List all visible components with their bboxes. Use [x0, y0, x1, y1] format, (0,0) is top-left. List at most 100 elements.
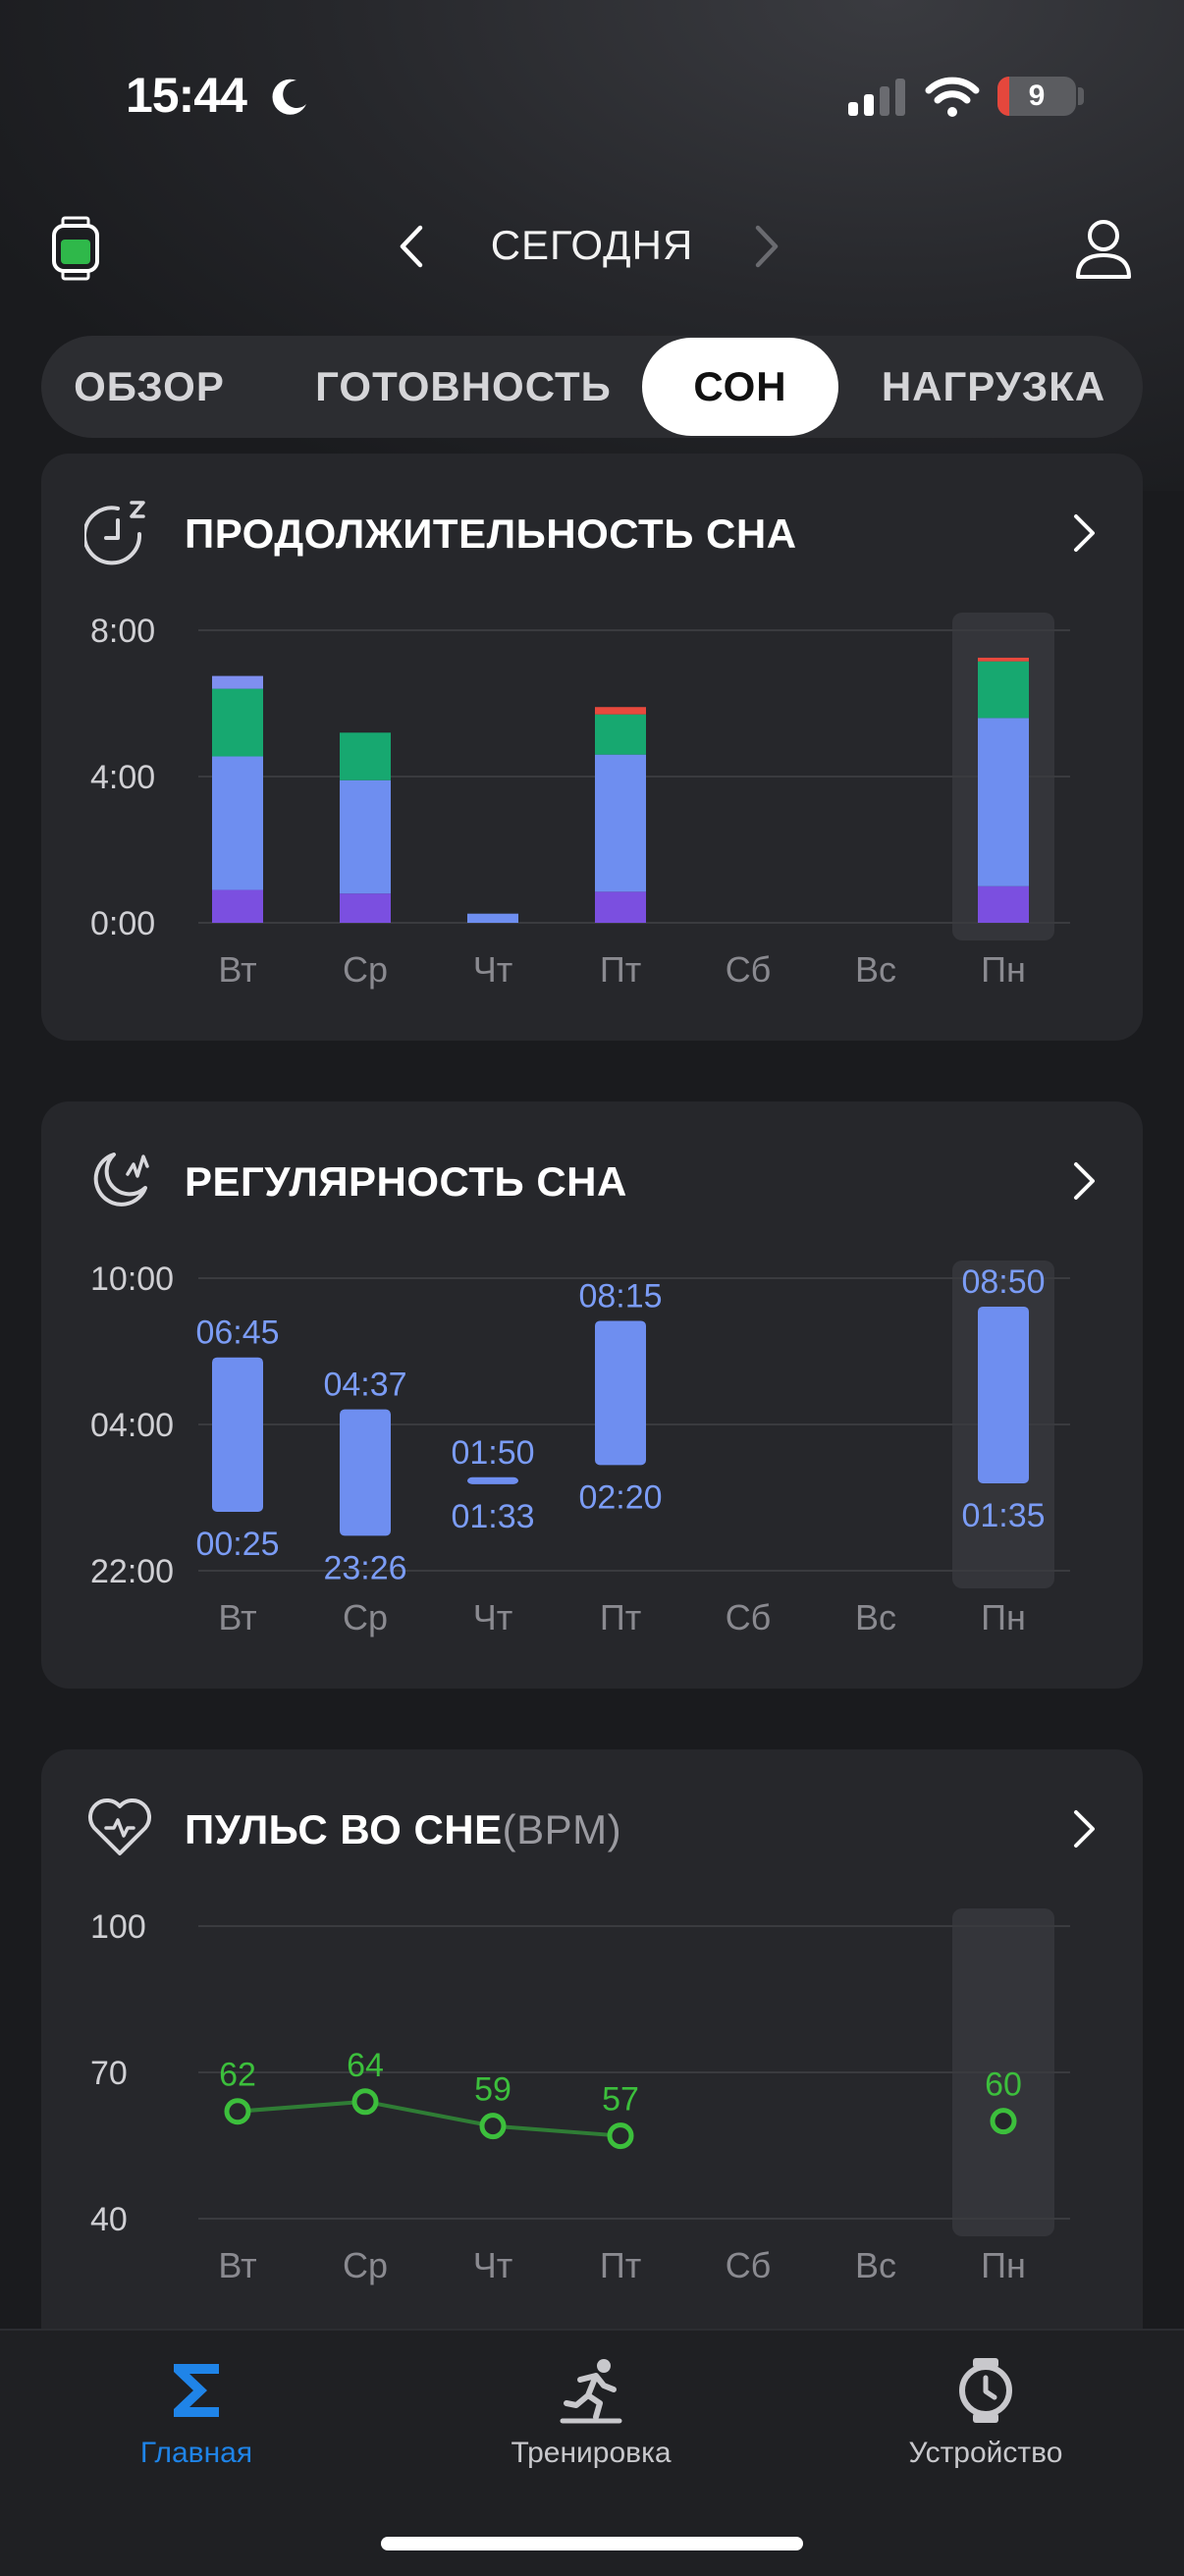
pulse-value-label: 59: [474, 2071, 511, 2109]
data-label-end: 08:50: [961, 1263, 1045, 1301]
card-title-unit: (BPM): [502, 1806, 622, 1852]
x-tick-label: Пт: [600, 2245, 641, 2285]
x-tick-label: Вс: [855, 2245, 896, 2285]
x-tick-label: Чт: [473, 2245, 512, 2285]
pulse-value-label: 57: [602, 2081, 639, 2119]
pulse-point: [351, 2088, 379, 2116]
sleep-duration-card[interactable]: ПРОДОЛЖИТЕЛЬНОСТЬ СНА 8:00 4:00 0:00 Вт Ср Чт…: [41, 454, 1143, 1041]
x-tick-label: Пн: [981, 949, 1026, 990]
duration-bar-segment: [595, 754, 646, 892]
sigma-icon: [174, 2364, 219, 2417]
duration-bar-segment: [595, 707, 646, 715]
chevron-right-icon[interactable]: [1072, 512, 1098, 554]
pulse-line-segment: [364, 2099, 494, 2128]
duration-bar-segment: [978, 661, 1029, 719]
sleep-regularity-chart: 10:00 04:00 22:00 06:45 00:25 04:37 23:26 01:50…: [90, 1261, 1070, 1637]
pulse-point: [990, 2108, 1017, 2135]
battery-indicator: 9: [997, 77, 1076, 116]
regularity-bar: [978, 1306, 1029, 1484]
duration-bar-segment: [595, 891, 646, 923]
chevron-right-icon[interactable]: [752, 224, 781, 269]
regularity-bar: [212, 1357, 263, 1512]
x-tick-label: Пт: [600, 1597, 641, 1637]
duration-bar-segment: [340, 732, 391, 780]
wifi-icon: [925, 77, 980, 117]
x-tick-label: Чт: [473, 1597, 512, 1637]
x-tick-label: Пн: [981, 2245, 1026, 2285]
regularity-bar: [595, 1320, 646, 1466]
card-title: РЕГУЛЯРНОСТЬ СНА: [185, 1158, 627, 1205]
x-tick-label: Ср: [343, 1597, 388, 1637]
duration-bar-segment: [340, 893, 391, 923]
bottom-navigation: Главная Тренировка Устройство: [0, 2329, 1184, 2576]
card-title: ПУЛЬС ВО СНЕ(BPM): [185, 1806, 621, 1853]
card-title: ПРОДОЛЖИТЕЛЬНОСТЬ СНА: [185, 510, 797, 557]
pulse-value-label: 62: [219, 2057, 256, 2094]
chevron-right-icon[interactable]: [1072, 1808, 1098, 1850]
sleep-pulse-card[interactable]: ПУЛЬС ВО СНЕ(BPM) 100 70 40 62 64 59 57 60 Вт Ср Ч…: [41, 1749, 1143, 2358]
y-tick-label: 8:00: [90, 613, 155, 650]
home-indicator: [381, 2537, 803, 2550]
x-tick-label: Сб: [726, 949, 772, 990]
duration-bar-segment: [595, 714, 646, 755]
data-label-start: 01:33: [451, 1498, 534, 1535]
chevron-right-icon[interactable]: [1072, 1160, 1098, 1202]
regularity-bar: [340, 1409, 391, 1536]
tab-load[interactable]: НАГРУЗКА: [881, 363, 1106, 409]
y-tick-label: 40: [90, 2201, 128, 2238]
moon-icon: [272, 79, 306, 115]
x-tick-label: Чт: [473, 949, 512, 990]
y-tick-label: 0:00: [90, 905, 155, 942]
watch-battery-icon[interactable]: [51, 216, 100, 281]
x-tick-label: Сб: [726, 1597, 772, 1637]
x-tick-label: Ср: [343, 2245, 388, 2285]
duration-bar-segment: [212, 675, 263, 689]
card-title-text: ПУЛЬС ВО СНЕ: [185, 1806, 503, 1852]
x-tick-label: Вт: [218, 2245, 256, 2285]
watch-icon: [959, 2358, 1012, 2423]
duration-bar-segment: [467, 913, 518, 923]
data-label-start: 01:35: [961, 1497, 1045, 1534]
y-tick-label: 10:00: [90, 1261, 174, 1298]
y-tick-label: 22:00: [90, 1553, 174, 1590]
y-tick-label: 04:00: [90, 1407, 174, 1444]
profile-icon[interactable]: [1074, 218, 1133, 281]
pulse-point: [479, 2113, 507, 2140]
chevron-left-icon[interactable]: [397, 224, 426, 269]
duration-bar-segment: [212, 889, 263, 923]
y-tick-label: 70: [90, 2055, 128, 2092]
section-tabs: ОБЗОР ГОТОВНОСТЬ СОН НАГРУЗКА: [41, 336, 1143, 438]
duration-bar-segment: [978, 718, 1029, 886]
x-tick-label: Сб: [726, 2245, 772, 2285]
tab-overview[interactable]: ОБЗОР: [74, 363, 225, 409]
data-label-start: 00:25: [195, 1526, 279, 1563]
date-title[interactable]: СЕГОДНЯ: [490, 222, 694, 268]
heart-rate-icon: [88, 1798, 151, 1855]
x-tick-label: Вт: [218, 949, 256, 990]
y-tick-label: 4:00: [90, 759, 155, 796]
pulse-point: [607, 2122, 634, 2150]
header: СЕГОДНЯ: [0, 206, 1184, 289]
tab-readiness[interactable]: ГОТОВНОСТЬ: [315, 363, 612, 409]
x-tick-label: Ср: [343, 949, 388, 990]
status-time: 15:44: [126, 68, 247, 123]
pulse-value-label: 60: [985, 2066, 1022, 2104]
sleep-regularity-icon: [93, 1153, 149, 1207]
data-label-end: 01:50: [451, 1434, 534, 1472]
sleep-duration-icon: [84, 501, 145, 565]
x-tick-label: Вс: [855, 1597, 896, 1637]
y-tick-label: 100: [90, 1908, 146, 1946]
duration-bar-segment: [212, 688, 263, 757]
sleep-regularity-card[interactable]: РЕГУЛЯРНОСТЬ СНА 10:00 04:00 22:00 06:45 00:…: [41, 1101, 1143, 1689]
data-label-end: 06:45: [195, 1315, 279, 1352]
tab-sleep[interactable]: СОН: [642, 338, 838, 436]
sleep-pulse-chart: 100 70 40 62 64 59 57 60 Вт Ср Чт Пт Сб Вс Пн: [90, 1908, 1070, 2285]
x-tick-label: Пн: [981, 1597, 1026, 1637]
data-label-start: 02:20: [578, 1478, 662, 1516]
pulse-line-segment: [492, 2123, 621, 2138]
duration-bar-segment: [340, 779, 391, 894]
data-label-start: 23:26: [323, 1549, 406, 1586]
x-tick-label: Вс: [855, 949, 896, 990]
duration-bar-segment: [212, 756, 263, 890]
data-label-end: 04:37: [323, 1367, 406, 1404]
